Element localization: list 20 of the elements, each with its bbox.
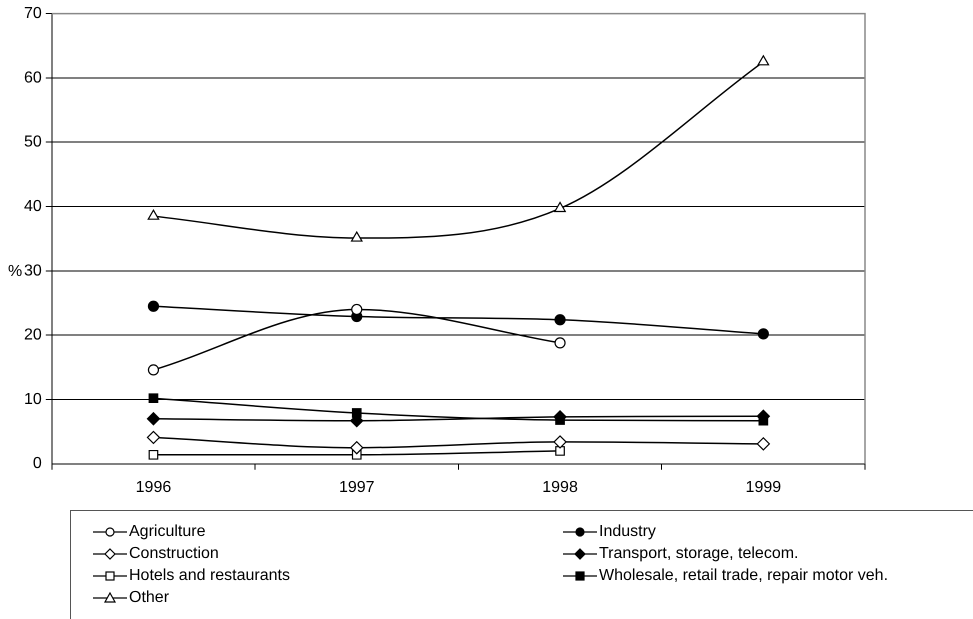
- y-tick-label: 20: [24, 326, 42, 344]
- legend-label: Construction: [129, 545, 219, 562]
- y-tick-label: 70: [24, 5, 42, 22]
- y-tick-label: 10: [24, 390, 42, 408]
- x-tick-label: 1999: [746, 478, 782, 496]
- legend-label: Hotels and restaurants: [129, 567, 290, 584]
- legend-label: Other: [129, 589, 170, 606]
- y-tick-label: 60: [24, 69, 42, 86]
- y-tick-label: 40: [24, 198, 42, 215]
- y-tick-label: 50: [24, 134, 42, 151]
- x-tick-label: 1998: [542, 478, 578, 496]
- legend-label: Wholesale, retail trade, repair motor veh.: [599, 567, 888, 584]
- x-tick-label: 1996: [136, 478, 172, 496]
- x-tick-label: 1997: [338, 478, 375, 496]
- legend-label: Agriculture: [129, 523, 206, 540]
- y-tick-label: 30: [24, 262, 42, 280]
- legend-label: Transport, storage, telecom.: [599, 545, 798, 562]
- y-tick-label: 0: [32, 455, 42, 472]
- y-axis-title: %: [8, 263, 22, 281]
- legend-label: Industry: [599, 523, 656, 540]
